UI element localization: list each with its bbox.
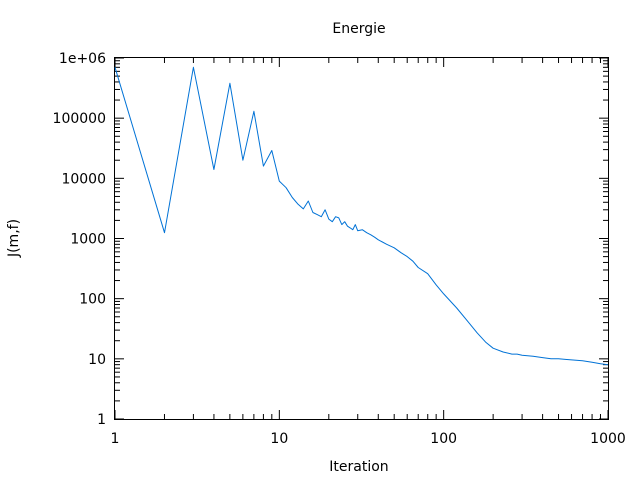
y-tick-label: 100000 — [53, 111, 106, 127]
y-tick-label: 100 — [79, 292, 106, 308]
y-axis-label: J(m,f) — [6, 219, 22, 258]
x-tick-label: 1 — [111, 431, 120, 447]
axis-tick-labels: 1 10 100 1000 1 10 100 1000 10000 100000 1e+06 — [53, 51, 626, 447]
x-axis-label: Iteration — [329, 459, 388, 475]
y-tick-label: 1000 — [70, 232, 106, 248]
axis-ticks — [114, 57, 609, 420]
x-tick-label: 10 — [270, 431, 288, 447]
x-tick-label: 100 — [430, 431, 457, 447]
y-tick-label: 10000 — [61, 171, 106, 187]
x-tick-label: 1000 — [590, 431, 626, 447]
y-tick-label: 1e+06 — [59, 51, 106, 67]
energy-series-line — [114, 66, 609, 366]
chart-title: Energie — [332, 21, 385, 37]
y-tick-label: 1 — [97, 412, 106, 428]
plot-frame — [114, 57, 609, 420]
y-tick-label: 10 — [88, 352, 106, 368]
